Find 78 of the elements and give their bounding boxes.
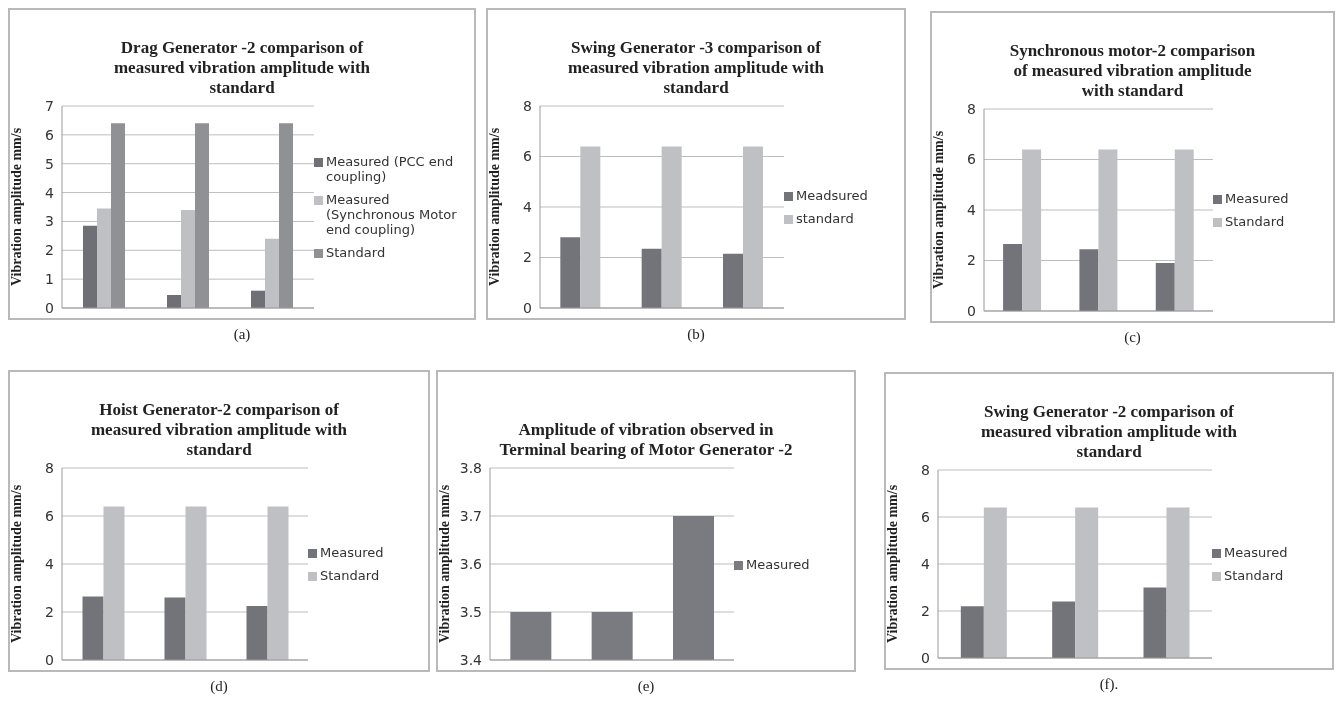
bar bbox=[1052, 601, 1076, 658]
legend-label: Measured bbox=[746, 556, 810, 572]
y-tick-label: 7 bbox=[45, 97, 54, 114]
bar bbox=[1079, 249, 1099, 311]
bar bbox=[164, 597, 186, 660]
y-tick-label: 0 bbox=[45, 299, 54, 316]
y-tick-label: 4 bbox=[523, 198, 533, 215]
y-tick-label: 2 bbox=[45, 603, 54, 620]
chart-title: Synchronous motor-2 comparison of measured vibration amplitude with standard bbox=[1008, 41, 1257, 101]
y-tick-label: 2 bbox=[523, 249, 532, 266]
bar bbox=[641, 248, 662, 308]
bar bbox=[723, 253, 743, 308]
bar bbox=[1143, 587, 1167, 658]
y-tick-label: 3.5 bbox=[459, 603, 482, 620]
legend-label: Standard bbox=[326, 245, 386, 260]
y-axis-title: Vibration amplitude mm/s bbox=[486, 127, 502, 287]
y-tick-label: 0 bbox=[45, 651, 54, 668]
y-tick-label: 8 bbox=[523, 97, 532, 114]
y-tick-label: 8 bbox=[921, 461, 930, 478]
y-tick-label: 3.7 bbox=[459, 507, 482, 524]
legend-label: Standard bbox=[320, 568, 380, 583]
y-tick-label: 6 bbox=[45, 126, 55, 143]
chart-title: Amplitude of vibration observed in Terminal bearing of Motor Generator -2 bbox=[498, 420, 794, 460]
bar bbox=[1003, 244, 1023, 311]
bar bbox=[82, 596, 104, 660]
legend-label: Measured bbox=[320, 545, 384, 560]
y-tick-label: 6 bbox=[523, 148, 533, 165]
y-tick-label: 6 bbox=[967, 151, 977, 168]
bar bbox=[560, 237, 581, 308]
y-axis-title: Vibration amplitude mm/s bbox=[436, 484, 452, 644]
text: (d) bbox=[209, 678, 229, 695]
y-tick-label: 6 bbox=[921, 508, 931, 525]
text: (e) bbox=[636, 678, 656, 695]
legend-label: Measured bbox=[1225, 191, 1289, 206]
bar bbox=[246, 606, 268, 660]
bar bbox=[960, 606, 984, 658]
chart-title: Swing Generator -3 comparison of measured vibration amplitude with standard bbox=[566, 38, 826, 98]
chart-title: Hoist Generator-2 comparison of measured vibration amplitude with standard bbox=[89, 400, 349, 460]
chart-title: Swing Generator -2 comparison of measured vibration amplitude with standard bbox=[979, 402, 1239, 462]
y-tick-label: 3.4 bbox=[459, 651, 483, 668]
legend-label: Standard bbox=[1225, 214, 1285, 229]
y-tick-label: 0 bbox=[967, 302, 976, 319]
legend-label: Measured bbox=[1224, 545, 1288, 560]
legend-label: standard bbox=[796, 211, 854, 226]
y-axis-title: Vibration amplitude mm/s bbox=[8, 484, 24, 644]
y-tick-label: 4 bbox=[967, 201, 977, 218]
y-axis-title: Vibration amplitude mm/s bbox=[884, 484, 900, 644]
bar bbox=[83, 225, 97, 308]
y-tick-label: 0 bbox=[523, 299, 532, 316]
bar bbox=[167, 295, 181, 308]
bar bbox=[1155, 263, 1175, 311]
y-tick-label: 4 bbox=[921, 555, 931, 572]
y-tick-label: 8 bbox=[45, 459, 54, 476]
text: (a) bbox=[232, 326, 252, 343]
chart-title: Drag Generator -2 comparison of measured vibration amplitude with standard bbox=[112, 38, 372, 98]
y-tick-label: 2 bbox=[921, 602, 930, 619]
y-tick-label: 8 bbox=[967, 100, 976, 117]
text: (c) bbox=[1123, 329, 1142, 346]
text: (f). bbox=[1098, 676, 1120, 693]
legend-label: Measured (PCC end coupling) bbox=[326, 154, 455, 184]
y-tick-label: 2 bbox=[45, 242, 54, 259]
y-axis-title: Vibration amplitude mm/s bbox=[8, 127, 24, 287]
y-tick-label: 5 bbox=[45, 155, 54, 172]
y-tick-label: 3 bbox=[45, 213, 54, 230]
legend-label: Standard bbox=[1224, 568, 1284, 583]
y-tick-label: 1 bbox=[45, 271, 54, 288]
y-tick-label: 4 bbox=[45, 184, 55, 201]
y-tick-label: 2 bbox=[967, 252, 976, 269]
legend-label: Meadsured bbox=[796, 188, 868, 203]
y-tick-label: 3.6 bbox=[459, 555, 483, 572]
y-axis-title: Vibration amplitude mm/s bbox=[930, 130, 946, 290]
bar bbox=[251, 290, 265, 308]
y-tick-label: 4 bbox=[45, 555, 55, 572]
y-tick-label: 0 bbox=[921, 649, 930, 666]
text: (b) bbox=[686, 326, 706, 343]
legend-label: Measured (Synchronous Motor end coupling) bbox=[326, 192, 458, 237]
y-tick-label: 3.8 bbox=[459, 459, 482, 476]
y-tick-label: 6 bbox=[45, 507, 55, 524]
